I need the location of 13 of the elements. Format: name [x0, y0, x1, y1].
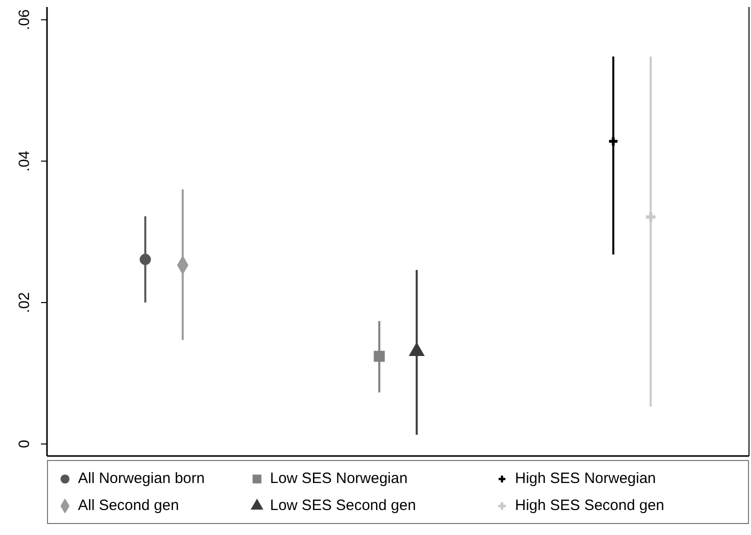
legend-label: All Norwegian born: [78, 470, 205, 487]
point: [609, 137, 618, 146]
y-tick-label: 0: [16, 440, 33, 448]
point: [140, 254, 151, 266]
point: [374, 350, 385, 362]
legend-label: Low SES Second gen: [270, 497, 416, 514]
legend-label: High SES Second gen: [515, 497, 664, 514]
legend-label: Low SES Norwegian: [270, 470, 408, 487]
legend-label: All Second gen: [78, 497, 179, 514]
legend-label: High SES Norwegian: [515, 470, 656, 487]
y-tick-label: .04: [16, 150, 33, 172]
y-tick-label: .06: [16, 9, 33, 30]
y-tick-label: .02: [16, 292, 33, 313]
